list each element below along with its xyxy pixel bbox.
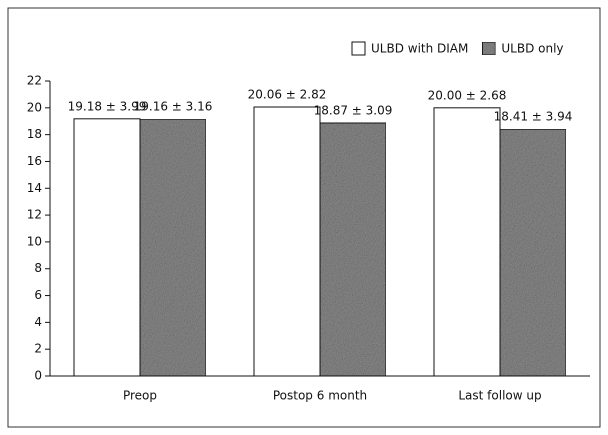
x-tick-label: Postop 6 month — [273, 389, 367, 403]
x-tick-label: Preop — [123, 389, 157, 403]
y-tick-label: 8 — [34, 261, 42, 275]
legend-swatch — [351, 41, 366, 56]
y-tick-label: 20 — [27, 100, 42, 114]
bar — [319, 122, 387, 377]
x-tick-label: Last follow up — [458, 389, 541, 403]
value-label: 18.41 ± 3.94 — [494, 110, 573, 124]
y-tick-label: 14 — [27, 181, 42, 195]
value-label: 20.00 ± 2.68 — [428, 88, 507, 102]
bar — [253, 106, 321, 377]
y-tick-label: 0 — [34, 369, 42, 383]
value-label: 18.87 ± 3.09 — [314, 103, 393, 117]
y-tick-label: 4 — [34, 315, 42, 329]
y-tick-label: 12 — [27, 208, 42, 222]
y-tick-label: 22 — [27, 74, 42, 88]
value-label: 19.18 ± 3.99 — [68, 99, 147, 113]
legend-swatch — [481, 41, 496, 56]
y-tick-label: 6 — [34, 288, 42, 302]
bar — [73, 118, 141, 377]
y-tick-label: 16 — [27, 154, 42, 168]
value-label: 20.06 ± 2.82 — [248, 88, 327, 102]
value-label: 19.16 ± 3.16 — [134, 100, 213, 114]
y-tick-label: 10 — [27, 234, 42, 248]
legend-label: ULBD with DIAM — [371, 42, 468, 56]
bar — [499, 128, 567, 377]
bar — [139, 118, 207, 377]
bar — [433, 107, 501, 377]
y-tick-label: 2 — [34, 342, 42, 356]
legend-label: ULBD only — [501, 42, 563, 56]
y-tick-label: 18 — [27, 127, 42, 141]
frame — [7, 7, 601, 428]
